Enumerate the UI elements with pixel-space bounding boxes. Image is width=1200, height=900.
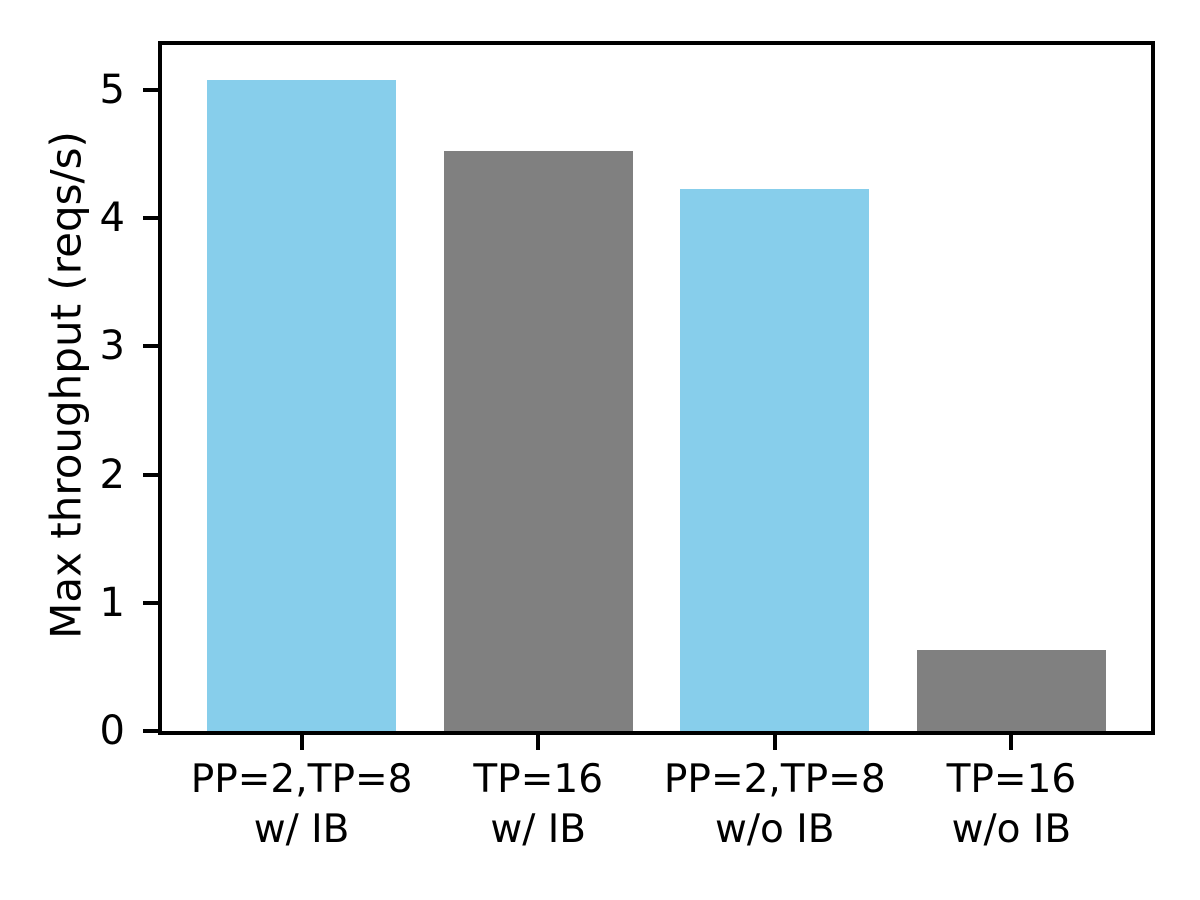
y-tick-mark-2 — [143, 472, 158, 477]
y-tick-mark-0 — [143, 729, 158, 733]
y-tick-label-1: 1 — [99, 579, 125, 626]
bar-1 — [206, 79, 397, 731]
x-tick-mark-1 — [299, 735, 304, 750]
bar-3 — [680, 188, 870, 731]
bar-4 — [916, 650, 1107, 731]
x-tick-label-1: PP=2,TP=8 w/ IB — [190, 757, 413, 852]
y-tick-mark-1 — [143, 600, 158, 605]
x-tick-mark-2 — [536, 735, 541, 750]
y-tick-mark-3 — [143, 344, 158, 349]
x-tick-label-4: TP=16 w/o IB — [946, 757, 1077, 852]
x-tick-mark-3 — [772, 735, 777, 750]
y-tick-label-4: 4 — [99, 195, 125, 242]
x-tick-mark-4 — [1009, 735, 1014, 750]
plot-area: 0 1 2 3 4 5 PP=2,TP=8 w/ IB TP=16 w/ IB PP=2,TP… — [100, 41, 1155, 852]
y-tick-label-2: 2 — [99, 451, 125, 498]
y-tick-mark-5 — [143, 87, 158, 92]
bar-2 — [443, 151, 633, 731]
x-tick-label-3: PP=2,TP=8 w/o IB — [663, 757, 886, 852]
x-tick-label-2: TP=16 w/ IB — [473, 757, 604, 852]
y-axis-label: Max throughput (reqs/s) — [41, 131, 91, 639]
y-tick-mark-4 — [143, 216, 158, 221]
y-tick-label-0: 0 — [99, 708, 125, 754]
y-tick-label-5: 5 — [99, 66, 125, 113]
y-tick-label-3: 3 — [99, 323, 125, 370]
